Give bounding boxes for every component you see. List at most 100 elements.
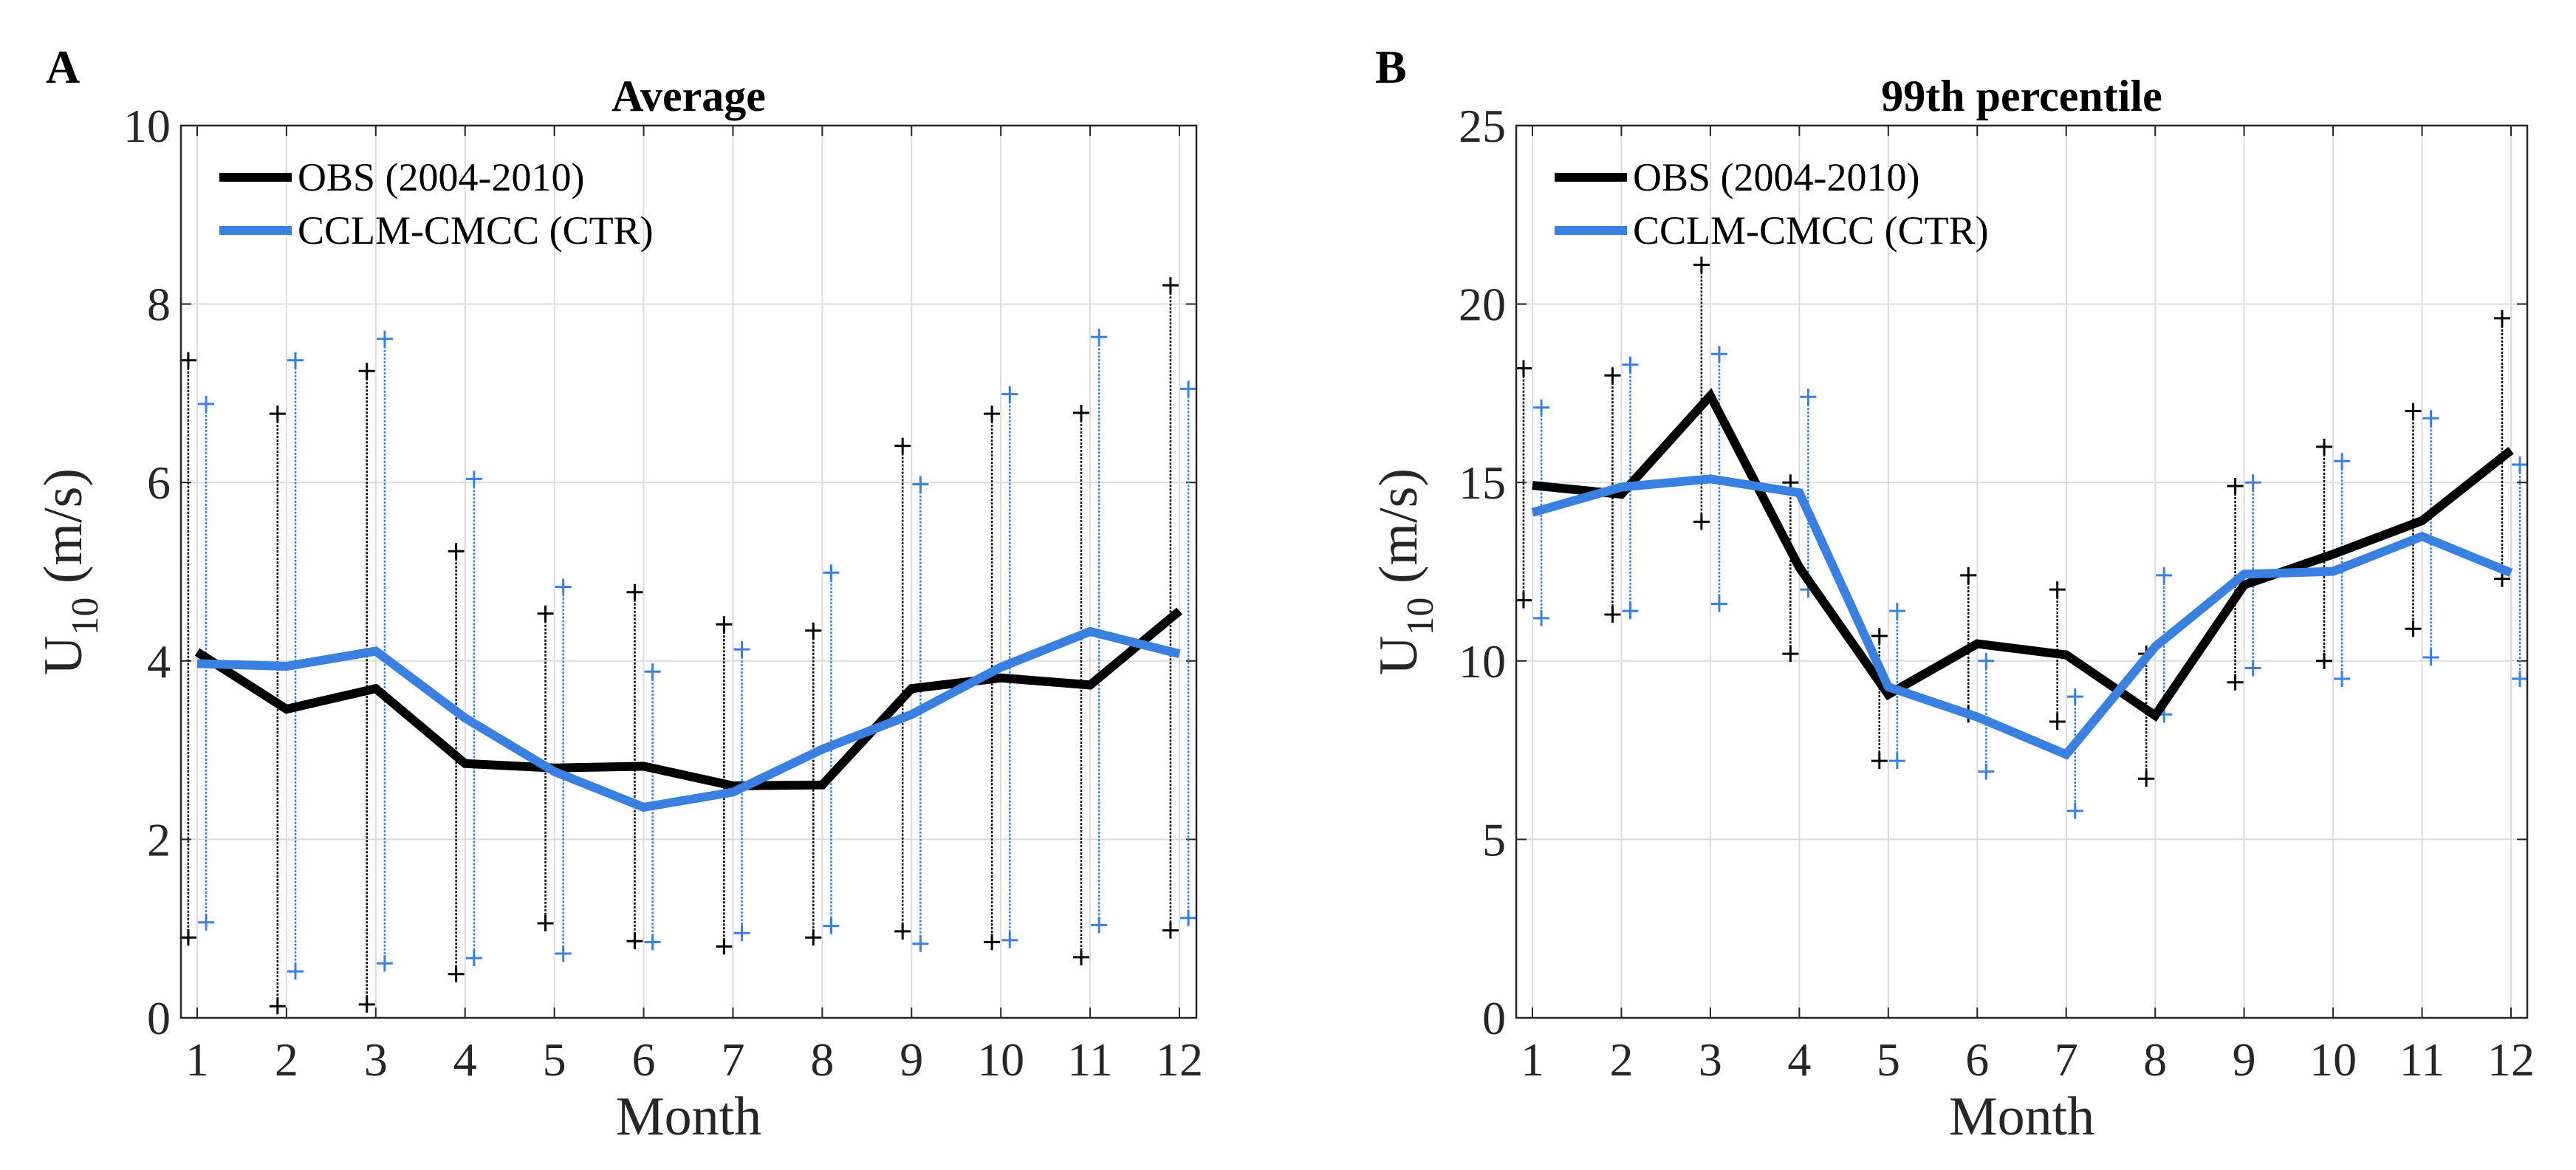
x-tick-label: 5 (543, 1033, 566, 1086)
error-cap-min-obs (805, 929, 822, 946)
error-cap-max-ctr (733, 641, 750, 658)
error-cap-min-ctr (198, 914, 215, 931)
x-tick-label: 2 (275, 1033, 298, 1086)
series-line-ctr (1531, 474, 2513, 760)
error-cap-min-obs (1693, 513, 1710, 530)
y-axis-label-subscript: 10 (64, 598, 106, 636)
error-cap-max-ctr (2422, 410, 2439, 427)
error-cap-min-obs (1871, 753, 1888, 770)
legend-label-ctr: CCLM-CMCC (CTR) (1633, 208, 1989, 253)
y-tick-label: 0 (1482, 992, 1506, 1044)
error-cap-min-obs (179, 929, 196, 946)
error-cap-max-ctr (376, 330, 393, 347)
error-cap-min-obs (626, 933, 643, 950)
error-cap-min-ctr (2334, 670, 2351, 687)
error-cap-max-ctr (1622, 356, 1639, 373)
axes-box (1515, 124, 2529, 1019)
y-tick-label: 10 (1459, 635, 1506, 688)
error-cap-min-ctr (823, 917, 840, 934)
error-cap-max-ctr (1888, 603, 1905, 620)
error-cap-min-obs (2227, 674, 2244, 691)
error-cap-min-ctr (733, 925, 750, 942)
error-cap-min-obs (448, 965, 465, 982)
error-cap-max-ctr (912, 476, 929, 493)
error-cap-min-obs (2049, 713, 2066, 730)
x-tick-label: 8 (2143, 1033, 2167, 1086)
y-tick-label: 6 (147, 456, 171, 509)
error-cap-min-obs (269, 998, 286, 1015)
error-cap-min-obs (1782, 646, 1799, 663)
x-axis-label: Month (1949, 1087, 2094, 1147)
x-tick-label: 6 (632, 1033, 656, 1086)
x-tick-label: 10 (2309, 1033, 2357, 1086)
error-cap-min-obs (1515, 592, 1532, 609)
x-tick-label: 8 (810, 1033, 834, 1086)
error-cap-min-ctr (1978, 763, 1995, 780)
error-cap-min-ctr (1888, 753, 1905, 770)
legend-label-obs: OBS (2004-2010) (1633, 155, 1920, 199)
x-tick-label: 9 (900, 1033, 923, 1086)
error-cap-max-obs (1604, 367, 1621, 384)
axes-box (179, 124, 1198, 1019)
error-cap-max-ctr (1091, 329, 1108, 346)
error-cap-max-obs (179, 352, 196, 369)
error-cap-max-obs (894, 437, 911, 454)
error-cap-min-ctr (644, 934, 661, 951)
error-cap-min-obs (2405, 620, 2422, 637)
panel-label: B (1375, 41, 1407, 93)
x-tick-label: 3 (1699, 1033, 1722, 1086)
x-axis-label: Month (616, 1087, 761, 1147)
error-cap-max-ctr (198, 395, 215, 412)
x-tick-label: 12 (1156, 1033, 1203, 1086)
error-cap-min-ctr (1622, 603, 1639, 620)
y-axis-label-unit: (m/s) (33, 468, 94, 598)
error-cap-min-obs (716, 938, 733, 955)
series-line-ctr (196, 626, 1181, 812)
error-cap-max-ctr (1001, 386, 1018, 403)
error-cap-min-ctr (376, 955, 393, 972)
y-tick-label: 20 (1459, 278, 1506, 331)
error-cap-min-ctr (465, 950, 482, 967)
x-tick-label: 4 (1787, 1033, 1811, 1086)
series-line-obs (1532, 388, 2514, 722)
error-cap-min-obs (1604, 606, 1621, 623)
error-cap-min-ctr (912, 935, 929, 952)
legend-label-ctr: CCLM-CMCC (CTR) (298, 208, 654, 253)
y-axis-label: U10 (m/s) (33, 468, 106, 675)
x-tick-label: 4 (453, 1033, 477, 1086)
x-tick-label: 7 (721, 1033, 744, 1086)
error-cap-min-obs (894, 923, 911, 940)
error-cap-max-obs (269, 406, 286, 422)
error-cap-max-obs (1073, 404, 1089, 421)
error-cap-max-ctr (1800, 389, 1817, 406)
y-tick-label: 25 (1459, 100, 1506, 152)
legend-label-obs: OBS (2004-2010) (298, 155, 585, 199)
y-tick-label: 4 (147, 635, 171, 688)
error-cap-min-obs (1162, 922, 1179, 939)
error-cap-max-ctr (2244, 474, 2261, 491)
error-cap-min-obs (984, 934, 1001, 951)
error-cap-max-ctr (465, 471, 482, 488)
error-cap-max-ctr (823, 564, 840, 581)
y-axis-label-subscript: 10 (1400, 598, 1442, 636)
x-tick-label: 11 (1067, 1033, 1113, 1086)
x-tick-label: 6 (1965, 1033, 1989, 1086)
error-cap-min-obs (358, 996, 375, 1013)
plot-area (181, 126, 1196, 1018)
y-tick-label: 8 (147, 278, 171, 331)
error-cap-min-ctr (1180, 909, 1197, 926)
error-cap-max-ctr (644, 663, 661, 680)
error-cap-max-ctr (1180, 380, 1197, 397)
x-tick-label: 7 (2055, 1033, 2078, 1086)
error-cap-max-ctr (1533, 399, 1550, 416)
y-axis-label-unit: (m/s) (1368, 468, 1429, 598)
error-cap-max-obs (1693, 256, 1710, 273)
error-cap-min-obs (2138, 770, 2155, 787)
error-cap-min-obs (2316, 652, 2333, 669)
y-axis-label-main: U (33, 636, 94, 675)
error-cap-max-ctr (2066, 688, 2083, 705)
error-cap-max-obs (1162, 277, 1179, 294)
y-tick-label: 15 (1459, 456, 1506, 509)
